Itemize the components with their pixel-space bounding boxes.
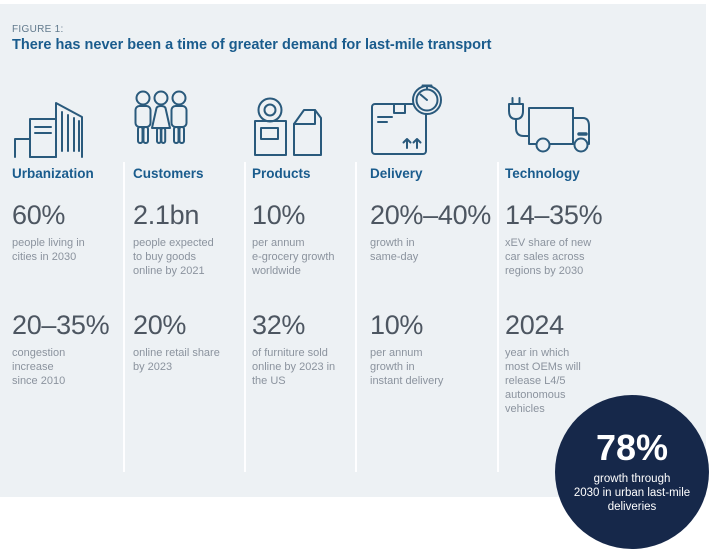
stat-value: 20%–40%: [370, 200, 491, 230]
stat-block: 10% per annum growth in instant delivery: [370, 312, 443, 388]
stat-value: 32%: [252, 310, 306, 340]
column-label: Customers: [133, 166, 204, 181]
stat-description: year in which most OEMs will release L4/…: [505, 347, 581, 415]
column-divider: [244, 162, 246, 472]
figure-label: FIGURE 1:: [12, 24, 64, 35]
stat-value: 14–35%: [505, 200, 603, 230]
column-label: Products: [252, 166, 311, 181]
grocery-products-icon: [252, 95, 324, 159]
highlight-value: 78%: [595, 427, 669, 468]
highlight-circle: 78% growth through 2030 in urban last-mi…: [555, 395, 709, 549]
stat-value: 20%: [133, 310, 187, 340]
column-label: Urbanization: [12, 166, 94, 181]
highlight-description: growth through 2030 in urban last-mile d…: [573, 473, 691, 513]
parcel-stopwatch-icon: [370, 84, 444, 158]
stat-value: 10%: [252, 200, 306, 230]
stat-description: online retail share by 2023: [133, 347, 220, 373]
stat-description: congestion increase since 2010: [12, 347, 66, 387]
figure-panel: FIGURE 1: There has never been a time of…: [0, 4, 706, 497]
column-label: Delivery: [370, 166, 423, 181]
stat-value: 10%: [370, 310, 424, 340]
stat-block: 2.1bn people expected to buy goods onlin…: [133, 202, 214, 278]
customers-column: Customers 2.1bn people expected to buy g…: [133, 4, 237, 497]
stat-description: people living in cities in 2030: [12, 237, 85, 263]
stat-value: 20–35%: [12, 310, 110, 340]
column-divider: [123, 162, 125, 472]
stat-description: growth in same-day: [370, 237, 419, 263]
customers-icon: [133, 89, 189, 159]
stat-description: per annum e-grocery growth worldwide: [252, 237, 335, 277]
technology-column: Technology 14–35% xEV share of new car s…: [505, 4, 655, 497]
products-column: Products 10% per annum e-grocery growth …: [252, 4, 350, 497]
stat-block: 14–35% xEV share of new car sales across…: [505, 200, 603, 278]
stat-description: of furniture sold online by 2023 in the …: [252, 347, 336, 387]
urbanization-column: Urbanization 60% people living in cities…: [12, 4, 118, 497]
stat-value: 2024: [505, 310, 564, 340]
stat-block: 20–35% congestion increase since 2010: [12, 310, 110, 388]
city-buildings-icon: [12, 93, 92, 159]
stat-description: people expected to buy goods online by 2…: [133, 237, 214, 277]
figure-title: There has never been a time of greater d…: [12, 37, 492, 53]
stat-value: 60%: [12, 200, 66, 230]
stat-block: 60% people living in cities in 2030: [12, 202, 85, 264]
column-label: Technology: [505, 166, 580, 181]
stat-description: per annum growth in instant delivery: [370, 347, 444, 387]
stat-block: 20% online retail share by 2023: [133, 312, 220, 374]
stat-block: 2024 year in which most OEMs will releas…: [505, 312, 610, 416]
stat-block: 20%–40% growth in same-day: [370, 202, 491, 264]
stat-block: 10% per annum e-grocery growth worldwide: [252, 202, 335, 278]
delivery-column: Delivery 20%–40% growth in same-day 10% …: [370, 4, 491, 497]
stat-description: xEV share of new car sales across region…: [505, 237, 592, 277]
stat-block: 32% of furniture sold online by 2023 in …: [252, 312, 335, 388]
electric-truck-icon: [505, 96, 593, 156]
column-divider: [355, 162, 357, 472]
stat-value: 2.1bn: [133, 200, 200, 230]
column-divider: [497, 162, 499, 472]
